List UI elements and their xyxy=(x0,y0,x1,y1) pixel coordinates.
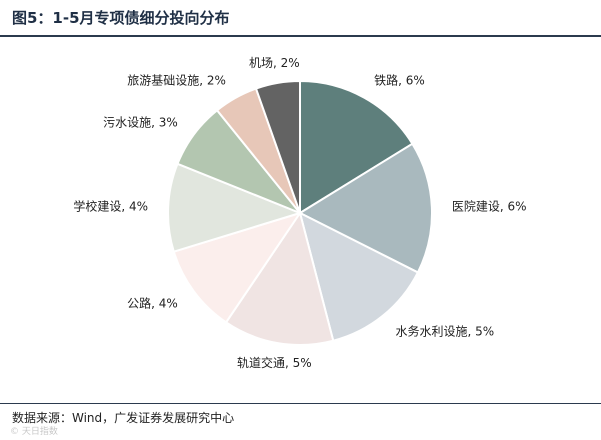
title-divider xyxy=(0,35,601,37)
pie-slice xyxy=(298,211,420,342)
pie-slice xyxy=(167,162,303,253)
pie-slices xyxy=(167,79,433,346)
pie-label: 污水设施, 3% xyxy=(103,116,178,130)
pie-labels: 铁路, 6% 医院建设, 6% 水务水利设施, 5% 轨道交通, 5% 公路, 4% 学校… xyxy=(73,56,526,370)
pie-slice xyxy=(224,210,335,346)
pie-label: 水务水利设施, 5% xyxy=(396,323,495,338)
source-note: 数据来源：Wind，广发证券发展研究中心 xyxy=(12,411,235,425)
pie-label: 旅游基础设施, 2% xyxy=(127,73,226,87)
pie-slice xyxy=(299,79,414,215)
watermark: © 天日指数 xyxy=(10,427,58,437)
pie-label: 学校建设, 4% xyxy=(73,199,148,214)
pie-slice xyxy=(172,211,303,324)
pie-label: 公路, 4% xyxy=(127,295,178,310)
pie-label: 轨道交通, 5% xyxy=(237,355,312,370)
pie-label: 医院建设, 6% xyxy=(452,200,527,214)
pie-slice xyxy=(297,142,433,274)
source-divider xyxy=(0,403,601,404)
figure-title: 图5：1-5月专项债细分投向分布 xyxy=(12,9,230,27)
pie-slice xyxy=(254,79,301,214)
pie-label: 铁路, 6% xyxy=(374,72,425,87)
pie-label: 机场, 2% xyxy=(249,56,300,70)
